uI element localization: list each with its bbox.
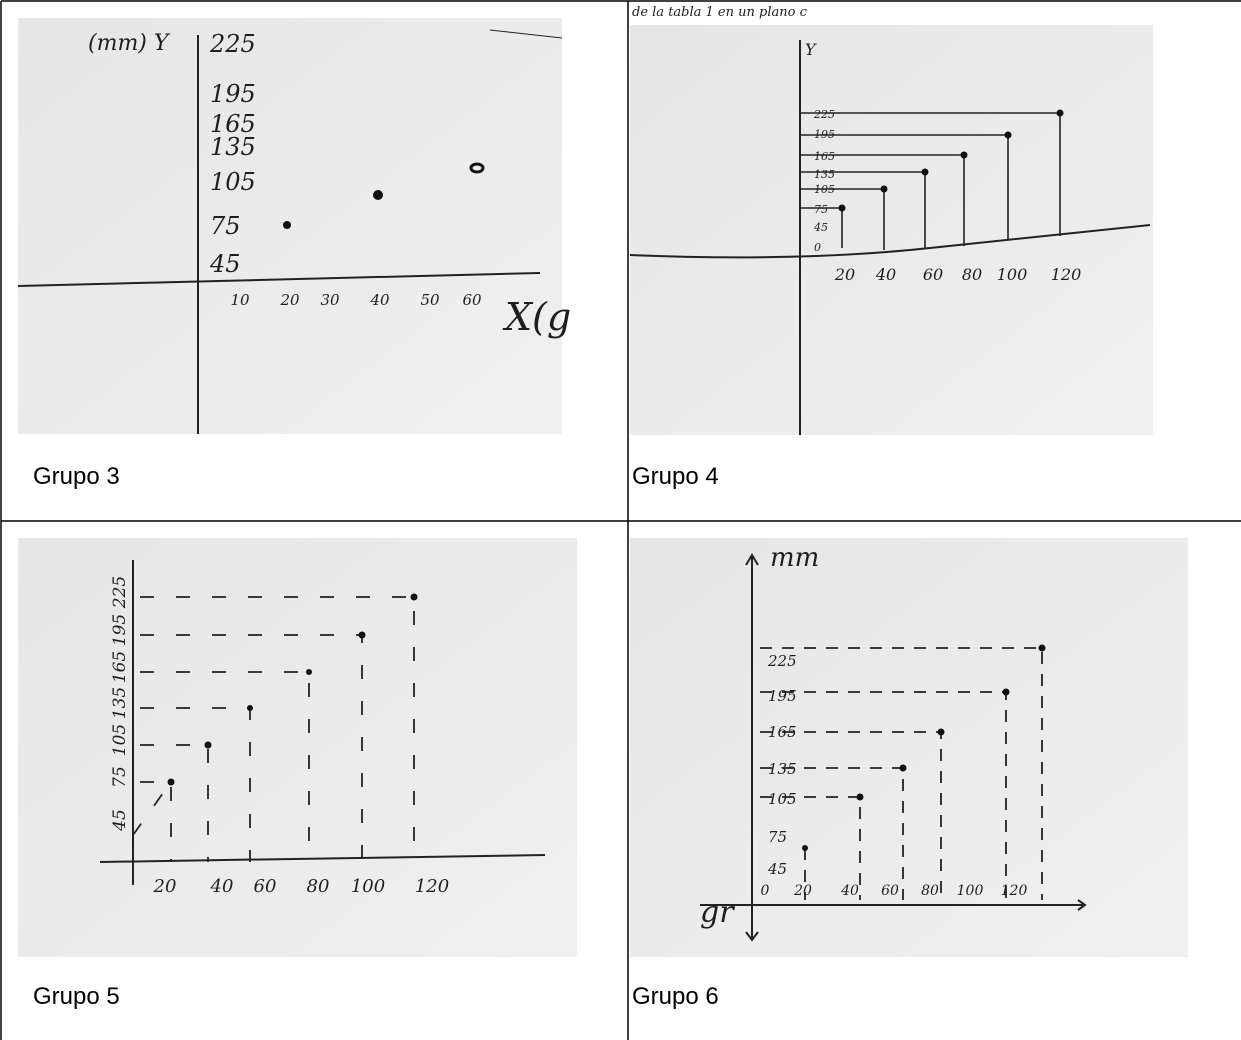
tick-label: 225 [110,576,130,609]
tick-label: 0 [814,241,821,254]
tick-label: 60 [881,883,899,899]
tick-label: 195 [210,80,256,108]
tick-label: 105 [814,183,835,196]
axis-label: Y [805,40,817,59]
tick-label: 135 [110,687,130,719]
photo-text: de la tabla 1 en un plano c [632,5,808,20]
tick-label: 75 [814,203,828,216]
caption: Grupo 4 [632,463,719,490]
tick-label: 225 [813,108,835,121]
tick-label: 100 [997,265,1028,284]
tick-label: 225 [209,30,256,58]
tick-label: 165 [110,651,130,683]
axis-label: (mm) Y [88,31,171,56]
tick-label: 165 [814,150,835,163]
tick-label: 80 [921,883,939,899]
tick-label: 195 [768,687,797,705]
tick-label: 45 [110,809,130,832]
tick-label: 20 [793,883,812,899]
tick-label: 80 [307,876,330,897]
tick-label: 50 [420,291,440,309]
tick-label: 100 [351,876,385,897]
tick-label: 10 [230,291,250,309]
tick-label: 20 [834,265,855,284]
tick-label: 40 [210,876,234,897]
tick-label: 45 [209,250,241,278]
tick-label: 120 [1001,883,1028,899]
tick-label: 105 [210,168,256,196]
tick-label: 135 [768,760,797,778]
tick-label: 135 [210,133,256,161]
tick-label: 20 [153,876,177,897]
tick-label: 80 [962,265,982,284]
document-table: Grupo 3 (mm) Y X(g 225 195 165 135 105 75 45 10 20 3… [0,0,1241,1040]
tick-label: 120 [415,876,449,897]
tick-label: 105 [110,724,130,756]
tick-label: 40 [369,291,390,309]
tick-label: 45 [767,860,787,878]
tick-label: 60 [462,291,482,309]
tick-label: 45 [813,221,828,234]
tick-label: 75 [768,828,787,846]
tick-label: 0 [761,883,770,899]
tick-label: 40 [875,265,896,284]
tick-label: 30 [320,291,340,309]
photo [18,18,1188,957]
tick-label: 165 [768,723,797,741]
caption: Grupo 3 [33,463,120,490]
tick-label: 120 [1051,265,1082,284]
tick-label: 195 [110,614,130,646]
tick-label: 135 [814,168,835,181]
tick-label: 75 [110,766,130,788]
axis-label: gr [700,895,735,930]
tick-label: 40 [840,883,859,899]
caption: Grupo 5 [33,983,120,1010]
axis-label: X(g [502,295,571,339]
tick-label: 100 [957,883,984,899]
tick-label: 60 [923,265,943,284]
tick-label: 105 [768,790,797,808]
tick-label: 60 [254,876,277,897]
tick-label: 225 [767,652,797,670]
tick-label: 195 [814,128,835,141]
tick-label: 20 [279,291,300,309]
caption: Grupo 6 [632,983,719,1010]
axis-label: mm [770,543,819,573]
tick-label: 75 [210,212,241,240]
